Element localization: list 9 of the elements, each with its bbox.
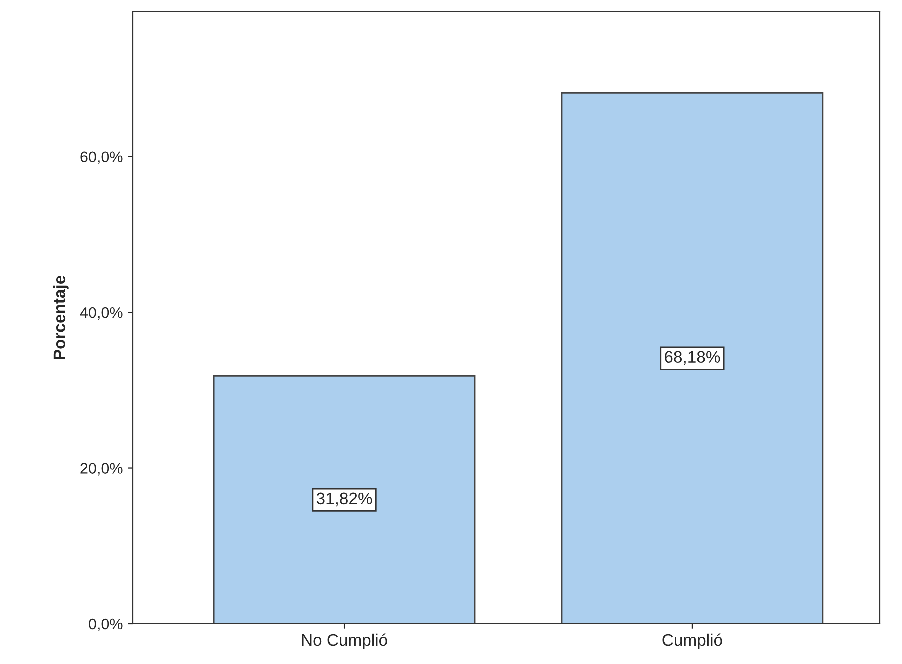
y-axis-title: Porcentaje [53,276,69,360]
y-tick-label: 20,0% [80,463,123,476]
y-tick-label: 40,0% [80,307,123,320]
data-label: 31,82% [316,492,372,507]
x-tick-label: No Cumplió [302,634,388,650]
y-tick-label: 0,0% [89,618,123,632]
data-label: 68,18% [665,351,720,366]
y-tick-label: 60,0% [80,152,123,164]
x-tick-label: Cumplió [662,634,722,650]
